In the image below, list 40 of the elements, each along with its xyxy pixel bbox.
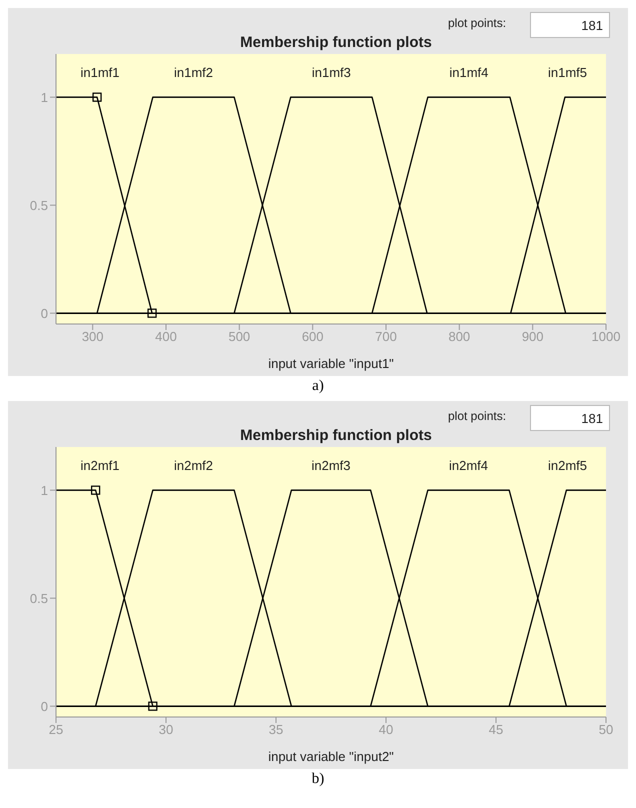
text: b) (310, 771, 326, 788)
x-tick-label: 50 (598, 722, 614, 738)
x-tick-label: 30 (158, 722, 174, 738)
y-tick-label: 1 (40, 482, 48, 498)
series-label: in2mf2 (174, 458, 214, 474)
x-tick-label: 600 (302, 329, 324, 344)
text: plot points: (448, 16, 506, 30)
x-tick-label: 400 (155, 329, 177, 344)
x-tick-label: 40 (378, 722, 394, 738)
x-tick-label: 45 (488, 722, 504, 738)
series-label: in1mf4 (449, 65, 488, 80)
x-tick-label: 700 (375, 329, 397, 344)
series-label: in1mf3 (312, 65, 351, 80)
x-tick-label: 1000 (592, 329, 620, 344)
x-tick-label: 25 (48, 722, 64, 738)
series-label: in2mf1 (80, 458, 120, 474)
chart-title: Membership function plots (239, 427, 433, 444)
x-tick-label: 35 (268, 722, 284, 738)
y-tick-label: 0.5 (30, 590, 48, 606)
x-axis-title: input variable "input2" (268, 749, 394, 764)
y-tick-label: 0 (40, 306, 48, 321)
x-tick-label: 300 (82, 329, 104, 344)
x-axis-title: input variable "input1" (268, 356, 394, 371)
series-label: in2mf4 (448, 458, 488, 474)
series-label: in2mf5 (548, 458, 588, 474)
text-field: 181 (530, 12, 610, 38)
series-label: in2mf3 (311, 458, 351, 474)
y-tick-label: 0 (40, 698, 48, 714)
series-label: in1mf5 (548, 65, 588, 80)
y-tick-label: 1 (40, 90, 48, 105)
x-tick-label: 500 (228, 329, 250, 344)
x-tick-label: 900 (522, 329, 544, 344)
x-tick-label: 800 (448, 329, 470, 344)
text-field: 181 (530, 405, 610, 431)
text: a) (311, 378, 325, 395)
y-tick-label: 0.5 (30, 198, 48, 213)
series-label: in1mf1 (80, 65, 120, 80)
series-label: in1mf2 (174, 65, 214, 80)
chart-title: Membership function plots (239, 34, 433, 51)
text: plot points: (448, 409, 506, 423)
